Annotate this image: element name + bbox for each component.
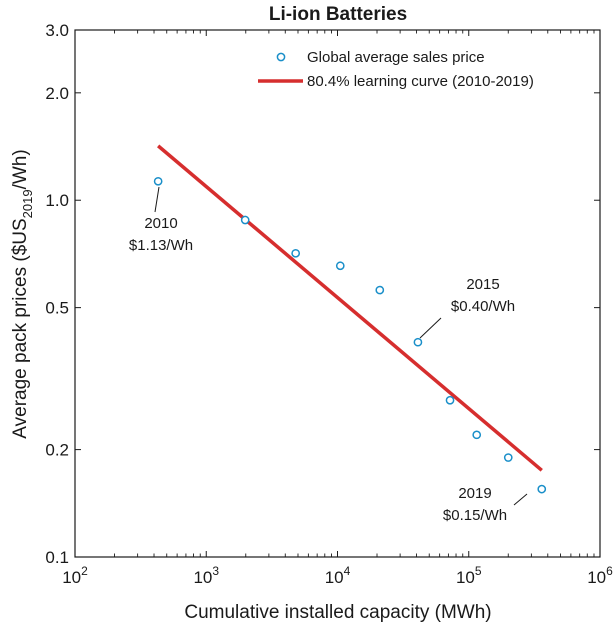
data-point-8 (503, 453, 513, 462)
y-tick-label-0: 0.1 (45, 548, 69, 567)
x-tick-label-3: 105 (456, 564, 482, 587)
y-tick-label-3: 1.0 (45, 191, 69, 210)
annotation-1-line-0: 2015 (466, 276, 499, 293)
plot-frame (74, 29, 601, 558)
x-tick-label-1: 103 (193, 564, 219, 587)
data-point-2 (291, 248, 301, 258)
data-point-0 (153, 176, 163, 186)
data-point-4 (375, 285, 385, 295)
y-axis-label-unit: /Wh) (10, 149, 31, 189)
legend: Global average sales price 80.4% learnin… (258, 49, 534, 90)
annotation-2-line-0: 2019 (458, 485, 491, 502)
y-axis-label-sub: 2019 (20, 189, 35, 218)
annotation-2-leader (513, 493, 528, 506)
chart-title: Li-ion Batteries (269, 4, 407, 25)
data-point-7 (472, 430, 482, 440)
annotation-0-line-0: 2010 (144, 215, 177, 232)
annotation-1-leader (419, 317, 442, 339)
legend-marker-scatter (276, 52, 286, 62)
y-tick-label-1: 0.2 (45, 441, 69, 460)
annotation-1-line-1: $0.40/Wh (451, 298, 515, 315)
legend-label-scatter: Global average sales price (307, 49, 485, 66)
legend-label-line: 80.4% learning curve (2010-2019) (307, 73, 534, 90)
annotation-0-line-1: $1.13/Wh (129, 237, 193, 254)
annotation-2-line-1: $0.15/Wh (443, 507, 507, 524)
y-axis-label: Average pack prices ($US2019/Wh) (10, 149, 35, 438)
x-axis-label: Cumulative installed capacity (MWh) (184, 602, 491, 623)
data-point-6 (445, 395, 455, 405)
data-point-9 (537, 484, 547, 494)
data-point-3 (335, 261, 345, 271)
data-point-5 (413, 337, 423, 347)
series-layer (153, 144, 547, 494)
annotation-0-leader (154, 186, 160, 213)
y-axis-label-main: Average pack prices ($US (10, 218, 31, 438)
axis-ticks: 102 103 104 105 106 0.1 0.2 0.5 1.0 2.0 3.0 (45, 21, 613, 587)
annotations: 2010 $1.13/Wh 2015 $0.40/Wh 2019 $0.15/Wh (129, 186, 528, 524)
y-tick-label-5: 3.0 (45, 21, 69, 40)
learning-curve-line (157, 144, 543, 472)
y-tick-label-2: 0.5 (45, 299, 69, 318)
x-tick-label-0: 102 (62, 564, 88, 587)
data-point-1 (240, 215, 250, 225)
x-tick-label-4: 106 (587, 564, 613, 587)
y-tick-label-4: 2.0 (45, 84, 69, 103)
x-tick-label-2: 104 (325, 564, 351, 587)
